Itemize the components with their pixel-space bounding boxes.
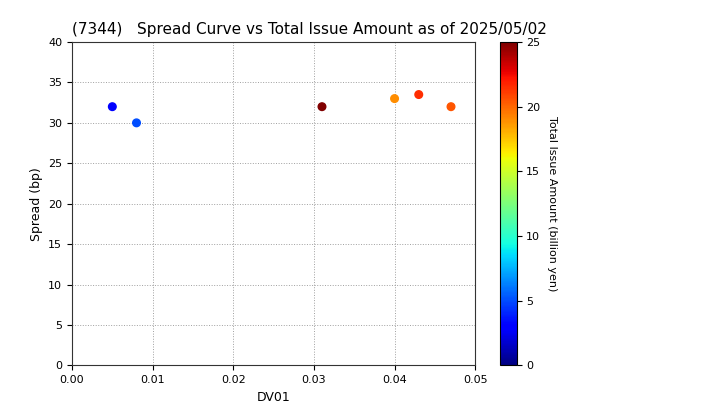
Point <box>107 103 118 110</box>
Y-axis label: Spread (bp): Spread (bp) <box>30 167 42 241</box>
Point <box>445 103 456 110</box>
Point <box>413 91 425 98</box>
Point <box>389 95 400 102</box>
Y-axis label: Total Issue Amount (billion yen): Total Issue Amount (billion yen) <box>547 116 557 291</box>
Text: (7344)   Spread Curve vs Total Issue Amount as of 2025/05/02: (7344) Spread Curve vs Total Issue Amoun… <box>72 22 547 37</box>
X-axis label: DV01: DV01 <box>257 391 290 404</box>
Point <box>316 103 328 110</box>
Point <box>131 119 143 126</box>
